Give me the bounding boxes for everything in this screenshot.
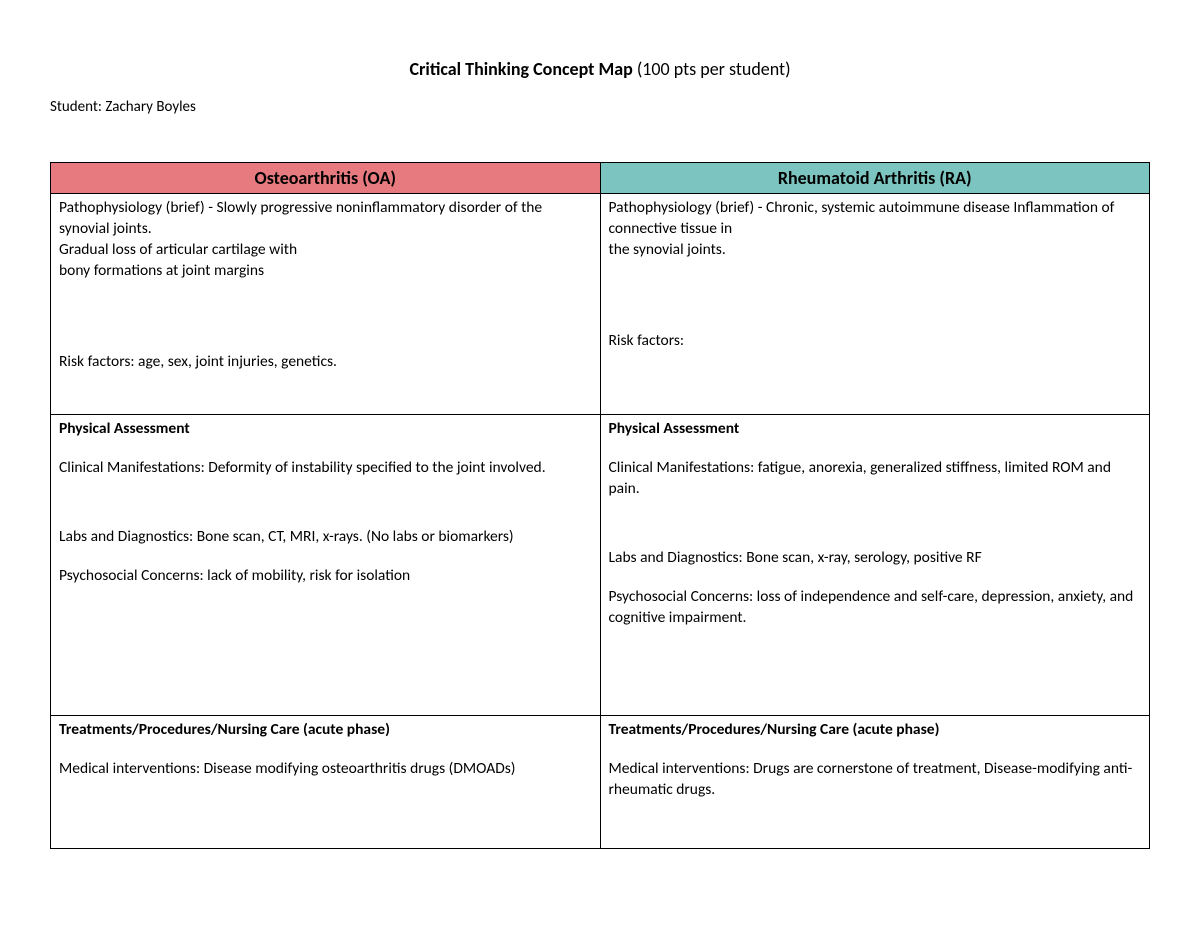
table-header-row: Osteoarthritis (OA) Rheumatoid Arthritis…	[51, 163, 1150, 194]
page-title: Critical Thinking Concept Map (100 pts p…	[50, 58, 1150, 80]
page: Critical Thinking Concept Map (100 pts p…	[0, 0, 1200, 927]
oa-psych: Psychosocial Concerns: lack of mobility,…	[59, 566, 592, 587]
ra-labs: Labs and Diagnostics: Bone scan, x-ray, …	[609, 548, 1142, 569]
cell-ra-patho: Pathophysiology (brief) - Chronic, syste…	[600, 194, 1150, 415]
concept-table: Osteoarthritis (OA) Rheumatoid Arthritis…	[50, 162, 1150, 849]
student-label: Student:	[50, 98, 105, 116]
table-row: Pathophysiology (brief) - Slowly progres…	[51, 194, 1150, 415]
cell-oa-patho: Pathophysiology (brief) - Slowly progres…	[51, 194, 601, 415]
ra-psych: Psychosocial Concerns: loss of independe…	[609, 587, 1142, 629]
ra-assessment-heading: Physical Assessment	[609, 419, 1142, 440]
ra-treatment-heading: Treatments/Procedures/Nursing Care (acut…	[609, 720, 1142, 741]
oa-labs: Labs and Diagnostics: Bone scan, CT, MRI…	[59, 527, 592, 548]
oa-medical: Medical interventions: Disease modifying…	[59, 759, 592, 780]
oa-treatment-heading: Treatments/Procedures/Nursing Care (acut…	[59, 720, 592, 741]
title-bold: Critical Thinking Concept Map	[409, 58, 632, 80]
ra-patho-line1: Pathophysiology (brief) - Chronic, syste…	[609, 198, 1142, 240]
oa-clinical: Clinical Manifestations: Deformity of in…	[59, 458, 592, 479]
cell-oa-assessment: Physical Assessment Clinical Manifestati…	[51, 415, 601, 716]
table-row: Treatments/Procedures/Nursing Care (acut…	[51, 716, 1150, 849]
oa-risk: Risk factors: age, sex, joint injuries, …	[59, 352, 592, 373]
table-row: Physical Assessment Clinical Manifestati…	[51, 415, 1150, 716]
header-oa: Osteoarthritis (OA)	[51, 163, 601, 194]
student-name: Zachary Boyles	[105, 98, 196, 116]
oa-patho-line2: Gradual loss of articular cartilage with	[59, 240, 592, 261]
header-ra: Rheumatoid Arthritis (RA)	[600, 163, 1150, 194]
cell-ra-treatment: Treatments/Procedures/Nursing Care (acut…	[600, 716, 1150, 849]
title-rest: (100 pts per student)	[633, 58, 791, 80]
cell-oa-treatment: Treatments/Procedures/Nursing Care (acut…	[51, 716, 601, 849]
ra-risk: Risk factors:	[609, 331, 1142, 352]
oa-patho-line3: bony formations at joint margins	[59, 261, 592, 282]
ra-clinical: Clinical Manifestations: fatigue, anorex…	[609, 458, 1142, 500]
oa-patho-line1: Pathophysiology (brief) - Slowly progres…	[59, 198, 592, 240]
ra-medical: Medical interventions: Drugs are corners…	[609, 759, 1142, 801]
ra-patho-line2: the synovial joints.	[609, 240, 1142, 261]
oa-assessment-heading: Physical Assessment	[59, 419, 592, 440]
student-line: Student: Zachary Boyles	[50, 98, 1150, 116]
cell-ra-assessment: Physical Assessment Clinical Manifestati…	[600, 415, 1150, 716]
